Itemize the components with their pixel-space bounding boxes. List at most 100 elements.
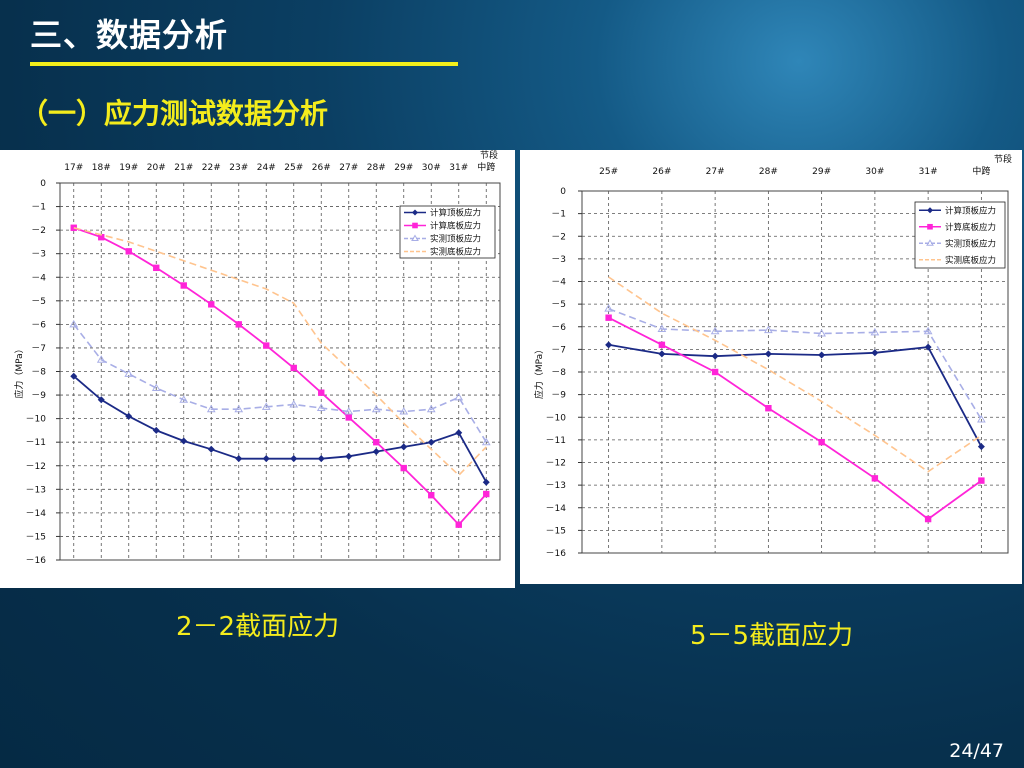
data-point-diamond (482, 478, 490, 486)
x-tick-label: 30# (422, 163, 441, 173)
data-point-diamond (455, 429, 463, 437)
x-tick-label: 31# (449, 163, 468, 173)
data-point-square (483, 490, 490, 498)
caption-section-2-2: 2－2截面应力 (176, 612, 340, 642)
data-point-square (818, 438, 825, 446)
data-point-square (978, 477, 985, 484)
data-point-triangle (817, 329, 826, 337)
x-tick-label: 17# (64, 163, 83, 173)
data-point-square (428, 492, 435, 499)
data-point-square (263, 342, 270, 349)
y-tick-label: －13 (546, 481, 566, 491)
data-point-diamond (711, 352, 719, 360)
x-tick-label: 20# (147, 163, 166, 173)
data-point-square (98, 233, 105, 241)
x-tick-label: 28# (759, 167, 778, 177)
data-point-triangle (481, 437, 491, 446)
data-point-diamond (427, 438, 435, 446)
x-axis-label: 节段 (994, 153, 1012, 165)
data-point-square (180, 282, 187, 289)
series-line-4 (608, 276, 982, 473)
chart-section-2-2: 0 －1 －2 －3 －4 －5 －6 －7 －8 －9 －10 －11 －12 －13 －14 －15 －16… (13, 150, 501, 566)
legend-marker (411, 234, 419, 241)
legend-marker (412, 209, 418, 216)
x-tick-label: 中跨 (972, 165, 990, 177)
data-point-diamond (70, 372, 78, 380)
y-tick-label: －3 (551, 255, 566, 265)
legend-label: 实测底板应力 (945, 255, 996, 266)
legend-marker (927, 223, 933, 230)
data-point-diamond (97, 396, 105, 404)
y-tick-label: －6 (31, 320, 46, 330)
y-tick-label: －2 (31, 226, 46, 236)
y-tick-label: －1 (31, 203, 46, 213)
y-tick-label: －9 (551, 391, 566, 401)
chart-panel-section-5-5: 0 －1 －2 －3 －4 －5 －6 －7 －8 －9 －10 －11 －12 －13 －14 －15 －16… (520, 150, 1022, 584)
data-point-triangle (604, 304, 613, 312)
data-point-triangle (977, 415, 986, 423)
data-point-square (658, 341, 666, 349)
y-tick-label: －16 (546, 549, 567, 559)
data-point-diamond (180, 437, 188, 445)
data-point-triangle (96, 355, 106, 363)
caption-section-5-5: 5－5截面应力 (690, 621, 854, 651)
legend-box (399, 205, 496, 259)
legend-marker (412, 222, 418, 229)
y-tick-label: －4 (31, 273, 46, 283)
y-axis-label: 应力（MPa） (533, 345, 545, 399)
series-line-3 (73, 323, 487, 443)
series-line-1 (73, 375, 488, 483)
x-tick-label: 28# (367, 163, 386, 173)
legend-label: 实测底板应力 (430, 247, 481, 258)
legend-marker (927, 207, 933, 214)
y-tick-label: －8 (31, 368, 46, 378)
x-tick-label: 19# (119, 163, 138, 173)
data-point-diamond (207, 445, 215, 453)
y-tick-label: －3 (31, 250, 46, 260)
y-tick-label: －11 (26, 438, 46, 448)
legend-label: 计算顶板应力 (945, 205, 996, 216)
chart-section-5-5: 0 －1 －2 －3 －4 －5 －6 －7 －8 －9 －10 －11 －12 －13 －14 －15 －16… (533, 153, 1012, 559)
y-tick-label: －1 (551, 210, 566, 220)
series-line-1 (608, 343, 983, 448)
x-tick-label: 25# (284, 163, 303, 173)
data-point-diamond (235, 455, 243, 463)
y-tick-label: 0 (40, 179, 46, 189)
data-point-diamond (605, 341, 613, 349)
data-point-square (70, 224, 77, 231)
data-point-triangle (923, 326, 933, 335)
data-point-diamond (818, 351, 826, 359)
data-point-square (765, 405, 772, 412)
y-tick-label: －16 (26, 556, 47, 566)
data-point-square (924, 515, 932, 523)
data-point-diamond (658, 350, 666, 358)
data-point-triangle (124, 369, 134, 377)
x-tick-label: 26# (652, 167, 671, 177)
x-tick-label: 23# (229, 163, 248, 173)
data-point-diamond (372, 448, 380, 456)
data-point-triangle (710, 326, 720, 335)
series-line-3 (608, 307, 983, 420)
data-point-triangle (371, 404, 381, 413)
y-tick-label: －15 (546, 526, 566, 536)
data-point-diamond (400, 443, 408, 451)
data-point-triangle (289, 399, 299, 408)
data-point-square (400, 464, 407, 472)
data-point-square (318, 389, 325, 396)
x-tick-label: 24# (257, 163, 276, 173)
data-point-triangle (426, 404, 436, 413)
data-point-square (125, 248, 132, 255)
data-point-square (208, 301, 215, 308)
y-tick-label: －8 (551, 368, 566, 378)
x-tick-label: 31# (919, 167, 938, 177)
data-point-triangle (261, 402, 271, 410)
y-tick-label: －4 (551, 278, 566, 288)
x-tick-label: 18# (92, 163, 111, 173)
legend-label: 实测顶板应力 (945, 238, 996, 249)
data-point-triangle (316, 403, 326, 412)
data-point-triangle (179, 395, 189, 403)
legend-label: 计算底板应力 (945, 222, 996, 233)
y-tick-label: 0 (560, 187, 566, 197)
x-tick-label: 30# (865, 167, 884, 177)
data-point-triangle (206, 404, 216, 413)
